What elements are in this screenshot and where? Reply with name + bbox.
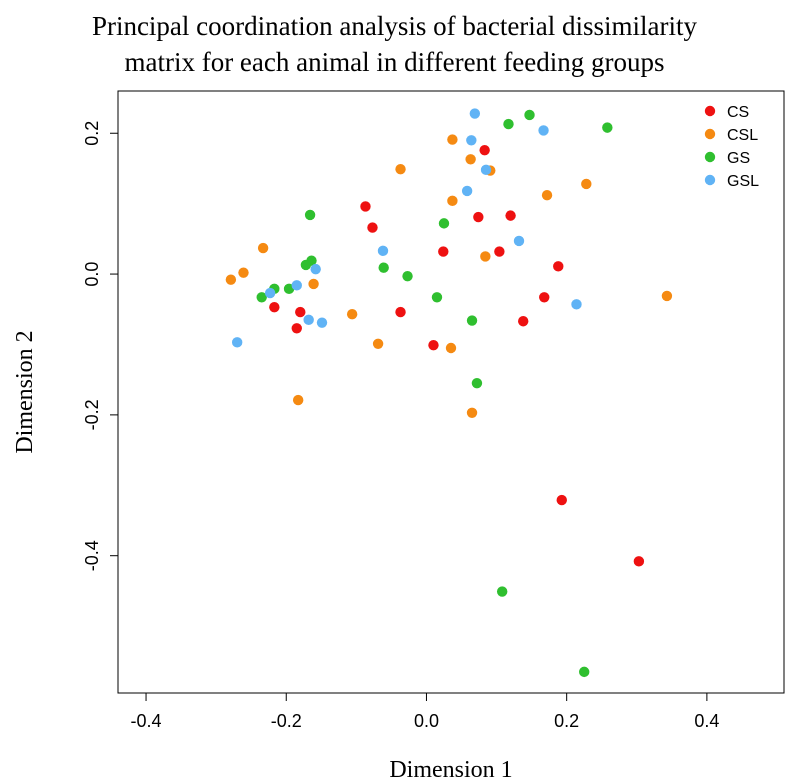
legend-swatch-gs	[704, 151, 716, 163]
point-gsl	[466, 135, 477, 146]
point-cs	[291, 323, 302, 334]
y-axis-title: Dimension 2	[12, 330, 38, 453]
x-tick-label: 0.4	[694, 711, 719, 731]
y-tick-label: -0.4	[82, 540, 102, 571]
point-gsl	[377, 245, 389, 257]
y-tick-label: 0.2	[82, 121, 102, 146]
x-axis: -0.4 -0.2 0.0 0.2 0.4	[131, 692, 719, 731]
point-gsl	[461, 185, 473, 197]
point-csl	[292, 394, 304, 406]
point-csl	[466, 407, 478, 418]
legend: CS CSL GS GSL	[704, 104, 759, 190]
point-csl	[372, 338, 384, 349]
point-cs	[633, 556, 645, 567]
point-csl	[225, 274, 237, 285]
chart-title-line-1: Principal coordination analysis of bacte…	[91, 11, 698, 41]
legend-swatch-cs	[704, 105, 716, 117]
point-cs	[556, 494, 567, 506]
point-cs	[473, 211, 484, 223]
point-csl	[541, 190, 553, 201]
point-csl	[465, 154, 476, 165]
point-gsl	[469, 108, 481, 119]
point-gsl	[480, 164, 492, 176]
point-gs	[256, 292, 267, 303]
point-gsl	[303, 314, 314, 326]
point-csl	[346, 308, 358, 320]
point-gsl	[316, 317, 328, 328]
point-gs	[471, 377, 483, 389]
point-gs	[431, 292, 443, 303]
legend-swatch-gsl	[704, 174, 716, 186]
x-tick-label: -0.4	[131, 711, 162, 731]
point-gs	[524, 109, 535, 121]
data-points	[225, 108, 673, 678]
point-gs	[304, 209, 316, 221]
point-cs	[505, 210, 516, 221]
point-gs	[402, 270, 413, 282]
point-gsl	[513, 235, 525, 247]
point-cs	[269, 301, 280, 313]
y-axis: -0.4 -0.2 0.0 0.2	[82, 121, 119, 571]
point-csl	[445, 342, 457, 354]
point-gs	[503, 118, 514, 130]
point-gsl	[264, 287, 276, 299]
point-cs	[395, 306, 406, 318]
point-cs	[438, 246, 449, 257]
point-gsl	[231, 337, 243, 348]
legend-label-csl: CSL	[727, 127, 758, 144]
point-csl	[581, 178, 592, 190]
point-cs	[428, 339, 439, 351]
x-tick-label: -0.2	[271, 711, 302, 731]
y-tick-label: 0.0	[82, 262, 102, 287]
point-cs	[494, 246, 505, 257]
x-tick-label: 0.2	[554, 711, 579, 731]
legend-label-cs: CS	[727, 104, 749, 121]
point-csl	[257, 242, 269, 254]
legend-swatch-csl	[704, 128, 716, 140]
point-csl	[238, 267, 249, 278]
chart-title: Principal coordination analysis of bacte…	[0, 8, 789, 80]
point-cs	[518, 316, 529, 327]
point-gs	[466, 315, 478, 326]
x-tick-label: 0.0	[414, 711, 439, 731]
point-gs	[378, 262, 389, 273]
point-cs	[295, 306, 306, 318]
point-gs	[438, 218, 450, 229]
legend-label-gsl: GSL	[727, 173, 759, 190]
x-axis-title: Dimension 1	[389, 757, 512, 783]
point-cs	[367, 222, 378, 233]
legend-label-gs: GS	[727, 150, 750, 167]
point-gs	[602, 122, 613, 133]
point-gsl	[291, 280, 302, 291]
chart-title-line-2: matrix for each animal in different feed…	[124, 47, 665, 77]
point-cs	[539, 292, 550, 303]
point-cs	[479, 144, 490, 156]
point-gs	[579, 666, 590, 678]
point-csl	[661, 290, 673, 302]
point-csl	[447, 134, 458, 145]
point-gsl	[538, 125, 549, 136]
point-cs	[553, 261, 564, 272]
point-csl	[480, 251, 491, 262]
point-gs	[300, 259, 312, 271]
plot-frame	[117, 90, 785, 694]
point-csl	[395, 163, 406, 175]
point-cs	[360, 201, 371, 212]
point-gsl	[571, 299, 582, 310]
point-csl	[308, 278, 319, 290]
point-gsl	[310, 263, 321, 275]
point-csl	[447, 195, 458, 207]
y-tick-label: -0.2	[82, 399, 102, 430]
point-gs	[496, 586, 508, 597]
